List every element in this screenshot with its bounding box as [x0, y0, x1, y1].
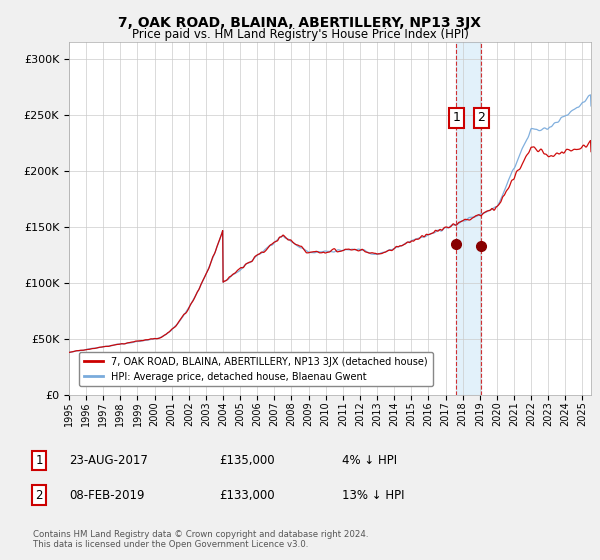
- Text: 7, OAK ROAD, BLAINA, ABERTILLERY, NP13 3JX: 7, OAK ROAD, BLAINA, ABERTILLERY, NP13 3…: [119, 16, 482, 30]
- Text: Contains HM Land Registry data © Crown copyright and database right 2024.: Contains HM Land Registry data © Crown c…: [33, 530, 368, 539]
- Text: 2: 2: [478, 111, 485, 124]
- Text: 23-AUG-2017: 23-AUG-2017: [69, 454, 148, 467]
- Text: £135,000: £135,000: [219, 454, 275, 467]
- Text: 2: 2: [35, 488, 43, 502]
- Text: 4% ↓ HPI: 4% ↓ HPI: [342, 454, 397, 467]
- Text: 1: 1: [35, 454, 43, 467]
- Text: £133,000: £133,000: [219, 488, 275, 502]
- Bar: [457, 42, 481, 395]
- Text: 08-FEB-2019: 08-FEB-2019: [69, 488, 145, 502]
- Legend: 7, OAK ROAD, BLAINA, ABERTILLERY, NP13 3JX (detached house), HPI: Average price,: 7, OAK ROAD, BLAINA, ABERTILLERY, NP13 3…: [79, 352, 433, 386]
- Text: This data is licensed under the Open Government Licence v3.0.: This data is licensed under the Open Gov…: [33, 540, 308, 549]
- Text: Price paid vs. HM Land Registry's House Price Index (HPI): Price paid vs. HM Land Registry's House …: [131, 28, 469, 41]
- Text: 13% ↓ HPI: 13% ↓ HPI: [342, 488, 404, 502]
- Text: 1: 1: [452, 111, 460, 124]
